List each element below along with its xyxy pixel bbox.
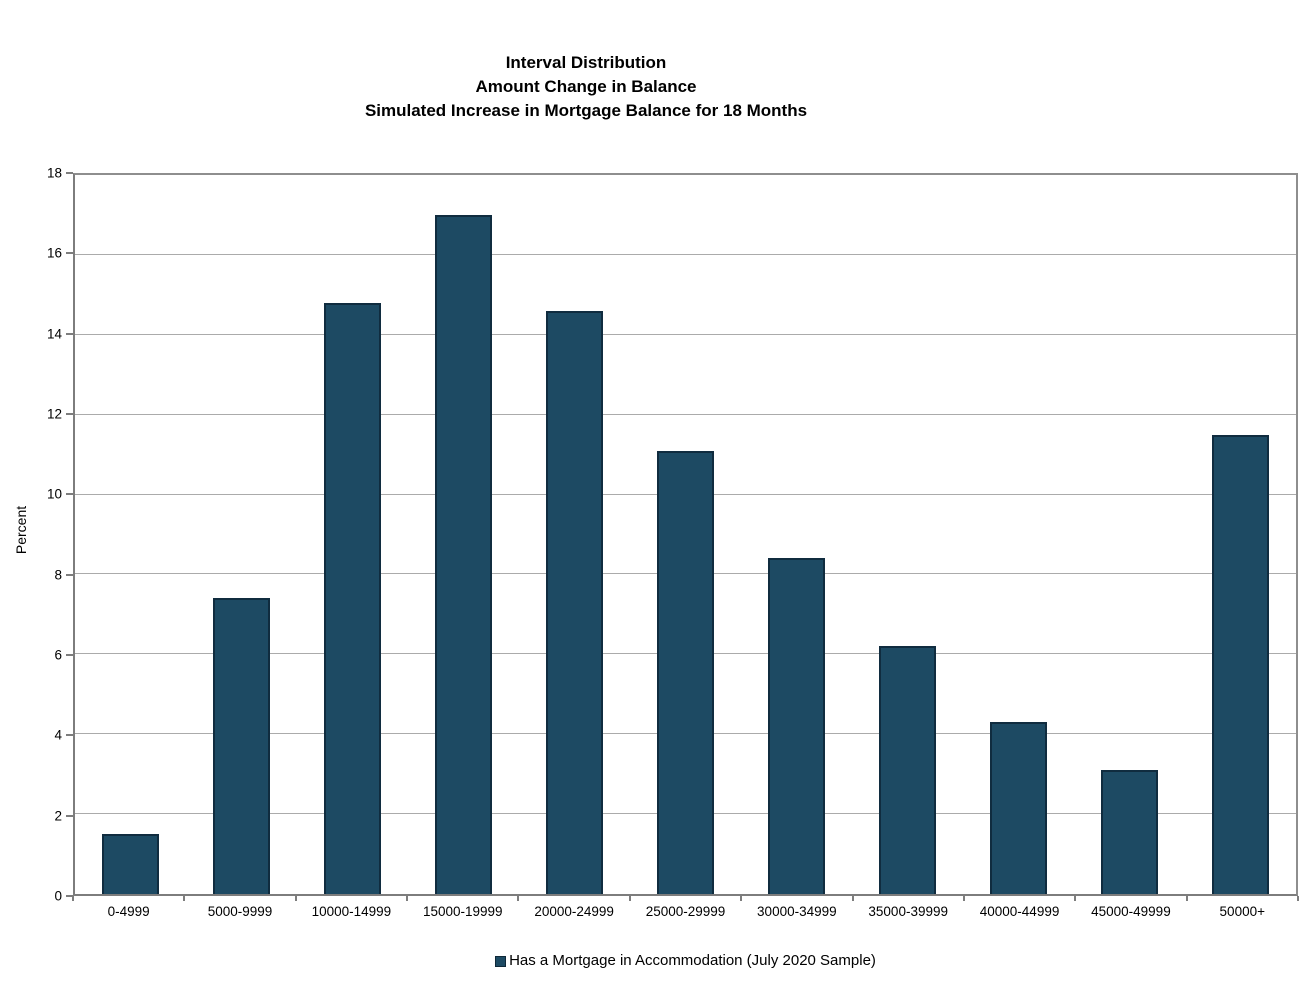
x-axis-labels: 0-4999 5000-9999 10000-14999 15000-19999 200…	[73, 903, 1298, 920]
y-axis-label: 18	[46, 165, 62, 181]
chart-title-line-1: Interval Distribution	[505, 53, 667, 72]
x-axis-tick	[628, 896, 631, 901]
y-axis-tick	[66, 413, 73, 416]
bar-slots	[75, 175, 1296, 894]
x-axis-tick	[1074, 896, 1077, 901]
y-axis-label: 16	[46, 245, 62, 261]
legend-swatch-icon	[495, 955, 507, 967]
bar-35000-39999	[878, 646, 937, 894]
x-axis-label: 15000-19999	[422, 904, 503, 919]
gridline-16	[75, 253, 1296, 255]
y-axis-tick	[66, 332, 73, 335]
y-axis-label: 2	[54, 808, 62, 824]
x-axis-label: 5000-9999	[207, 904, 273, 919]
x-axis-label: 10000-14999	[311, 904, 392, 919]
x-axis-tick	[183, 896, 186, 901]
bar-45000-49999	[1100, 770, 1159, 894]
bar-0-4999	[101, 834, 160, 894]
y-axis-label: 12	[46, 406, 62, 422]
y-axis-labels: 0 2 4 6 8 10 12 14 16 18	[0, 166, 62, 903]
x-axis-tick	[740, 896, 743, 901]
x-axis-tick	[294, 896, 297, 901]
y-axis-tick	[66, 895, 73, 897]
y-axis-label: 0	[54, 888, 62, 904]
y-axis-label: 10	[46, 486, 62, 502]
y-axis-tick	[66, 573, 73, 576]
x-axis-tick	[851, 896, 854, 901]
x-axis-label: 20000-24999	[534, 904, 614, 919]
y-axis-tick	[66, 814, 73, 817]
x-axis-label: 50000+	[1219, 904, 1265, 919]
y-axis-tick	[66, 654, 73, 657]
bar-50000+	[1211, 434, 1270, 894]
y-axis-tick	[66, 734, 73, 737]
bar-slot	[186, 175, 297, 894]
bar-slot	[297, 175, 408, 894]
chart-title-line-2: Amount Change in Balance	[475, 77, 697, 96]
plot-area	[73, 173, 1298, 896]
x-axis-tick	[406, 896, 409, 901]
bar-slot	[75, 175, 186, 894]
y-axis-tick	[66, 172, 73, 174]
x-axis-label: 45000-49999	[1091, 904, 1171, 919]
bar-slot	[741, 175, 852, 894]
bar-10000-14999	[323, 302, 382, 894]
y-axis-label: 4	[54, 727, 62, 743]
bar-slot	[1185, 175, 1296, 894]
bar-slot	[1074, 175, 1185, 894]
legend-label: Has a Mortgage in Accommodation (July 20…	[509, 952, 876, 969]
chart-title: Interval Distribution Amount Change in B…	[0, 51, 1172, 123]
x-axis-tick	[72, 896, 74, 901]
x-axis-tick	[517, 896, 520, 901]
x-axis-label: 25000-29999	[645, 904, 726, 919]
x-axis-tick	[1297, 896, 1299, 901]
legend: Has a Mortgage in Accommodation (July 20…	[73, 951, 1298, 971]
bar-slot	[519, 175, 630, 894]
bar-5000-9999	[212, 598, 271, 894]
y-axis-label: 8	[54, 567, 62, 583]
bar-slot	[408, 175, 519, 894]
bar-25000-29999	[656, 450, 715, 894]
y-axis-tick	[66, 252, 73, 255]
y-axis-tick	[66, 493, 73, 496]
y-axis-ticks	[66, 172, 73, 897]
gridline-14	[75, 333, 1296, 335]
bar-slot	[630, 175, 741, 894]
y-axis-label: 6	[54, 647, 62, 663]
x-axis-ticks	[72, 896, 1299, 902]
x-axis-label: 30000-34999	[757, 904, 837, 919]
chart-title-line-3: Simulated Increase in Mortgage Balance f…	[364, 101, 808, 120]
x-axis-label: 35000-39999	[868, 904, 948, 919]
y-axis-label: 14	[46, 326, 62, 342]
bar-slot	[963, 175, 1074, 894]
bar-20000-24999	[545, 310, 604, 894]
bar-slot	[852, 175, 963, 894]
x-axis-tick	[1185, 896, 1188, 901]
gridline-12	[75, 413, 1296, 415]
bar-40000-44999	[989, 722, 1048, 894]
x-axis-label: 40000-44999	[979, 904, 1060, 919]
x-axis-tick	[962, 896, 965, 901]
bar-15000-19999	[434, 214, 493, 894]
bar-30000-34999	[767, 558, 826, 894]
x-axis-label: 0-4999	[107, 904, 150, 919]
